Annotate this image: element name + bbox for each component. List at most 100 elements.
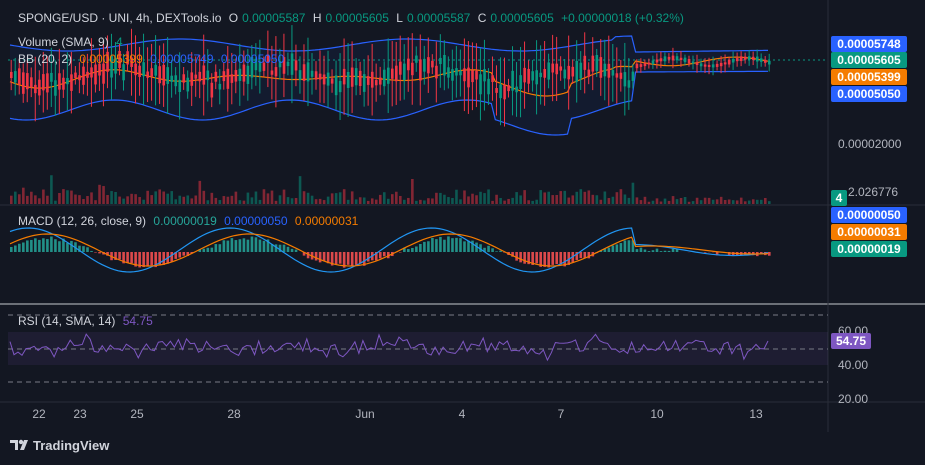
bb-legend[interactable]: BB (20, 2) 0.00005399 0.00005749 0.00005…	[18, 52, 285, 66]
macd-histogram-bar	[190, 252, 194, 254]
candle-body	[543, 69, 546, 78]
macd-histogram-bar	[483, 247, 486, 252]
candle-body	[162, 64, 165, 86]
candle-body	[318, 73, 322, 80]
candle-body	[106, 51, 109, 72]
candle-body	[619, 72, 623, 79]
macd-histogram-bar	[214, 244, 218, 252]
volume-bar	[699, 200, 703, 204]
volume-bar	[278, 195, 282, 204]
volume-bar	[34, 195, 37, 204]
macd-histogram-bar	[559, 252, 563, 265]
rsi-legend[interactable]: RSI (14, SMA, 14) 54.75	[18, 314, 153, 328]
volume-bar	[306, 192, 310, 204]
volume-bar	[18, 194, 21, 204]
macd-histogram-bar	[567, 252, 571, 265]
volume-bar	[370, 198, 374, 204]
volume-bar	[114, 191, 117, 204]
macd-histogram-bar	[675, 248, 679, 252]
candle-body	[242, 64, 246, 82]
volume-bar	[106, 195, 109, 204]
macd-histogram-bar	[659, 251, 663, 252]
candle-body	[687, 58, 691, 64]
date-tick: 10	[650, 407, 664, 421]
volume-bar	[631, 182, 635, 204]
candle-body	[491, 75, 494, 83]
candle-body	[699, 63, 703, 67]
macd-histogram-bar	[599, 250, 603, 252]
volume-bar	[539, 190, 542, 204]
tradingview-icon	[10, 439, 28, 450]
candle-body	[647, 62, 651, 65]
macd-histogram-bar	[210, 247, 214, 252]
candle-body	[26, 73, 29, 90]
volume-bar	[70, 190, 73, 204]
candle-body	[523, 67, 526, 83]
macd-histogram-bar	[14, 245, 17, 252]
volume-bar	[547, 191, 551, 204]
candle-body	[254, 58, 258, 71]
macd-histogram-bar	[22, 242, 25, 252]
volume-bar	[182, 196, 186, 204]
candle-body	[222, 71, 226, 82]
candle-body	[58, 73, 61, 90]
candle-body	[479, 74, 482, 95]
candle-body	[366, 76, 370, 85]
macd-histogram-bar	[715, 252, 719, 256]
candle-body	[463, 68, 466, 82]
volume-bar	[719, 196, 723, 204]
volume-bar	[122, 198, 125, 204]
volume-bar	[178, 195, 182, 204]
macd-histogram-bar	[619, 243, 623, 252]
volume-bar	[411, 178, 414, 204]
candle-body	[230, 74, 234, 83]
symbol-title[interactable]: SPONGE/USD · UNI, 4h, DEXTools.io	[18, 11, 222, 25]
candle-body	[118, 50, 121, 68]
macd-histogram-bar	[270, 243, 274, 252]
candle-body	[675, 56, 679, 61]
candle-body	[503, 84, 506, 100]
candle-body	[134, 63, 137, 76]
candle-body	[395, 65, 398, 82]
volume-bar	[222, 196, 226, 204]
candle-body	[178, 79, 182, 92]
volume-bar	[14, 191, 17, 204]
tradingview-logo[interactable]: TradingView	[10, 438, 109, 453]
macd-histogram-bar	[575, 252, 579, 260]
macd-histogram-bar	[467, 240, 470, 252]
macd-histogram-bar	[535, 252, 538, 264]
candle-body	[515, 86, 518, 93]
macd-histogram-bar	[46, 239, 49, 252]
volume-bar	[591, 194, 595, 204]
candle-body	[206, 70, 210, 81]
candle-body	[483, 69, 486, 82]
macd-histogram-bar	[555, 252, 559, 265]
macd-legend[interactable]: MACD (12, 26, close, 9) 0.00000019 0.000…	[18, 214, 359, 228]
volume-bar	[451, 198, 454, 204]
candle-body	[334, 75, 338, 96]
volume-bar	[146, 190, 149, 204]
macd-histogram-bar	[338, 252, 342, 264]
candle-body	[651, 60, 655, 65]
macd-histogram-bar	[551, 252, 555, 265]
volume-bar	[126, 196, 129, 204]
rsi-tick: 20.00	[838, 392, 869, 406]
macd-histogram-bar	[527, 252, 530, 265]
volume-bar	[30, 191, 33, 204]
volume-bar	[282, 189, 286, 204]
volume-bar	[22, 187, 25, 204]
volume-bar	[94, 200, 97, 204]
candle-body	[382, 69, 386, 87]
volume-bar	[342, 189, 346, 204]
candle-body	[190, 72, 194, 86]
volume-bar	[447, 197, 450, 204]
macd-histogram-bar	[583, 252, 587, 259]
macd-histogram-bar	[539, 252, 542, 267]
date-tick: 23	[73, 407, 87, 421]
candle-body	[527, 68, 530, 84]
candle-body	[226, 68, 230, 89]
macd-histogram-bar	[226, 240, 230, 252]
volume-legend[interactable]: Volume (SMA, 9) 4	[18, 35, 123, 49]
macd-histogram-bar	[126, 252, 129, 264]
